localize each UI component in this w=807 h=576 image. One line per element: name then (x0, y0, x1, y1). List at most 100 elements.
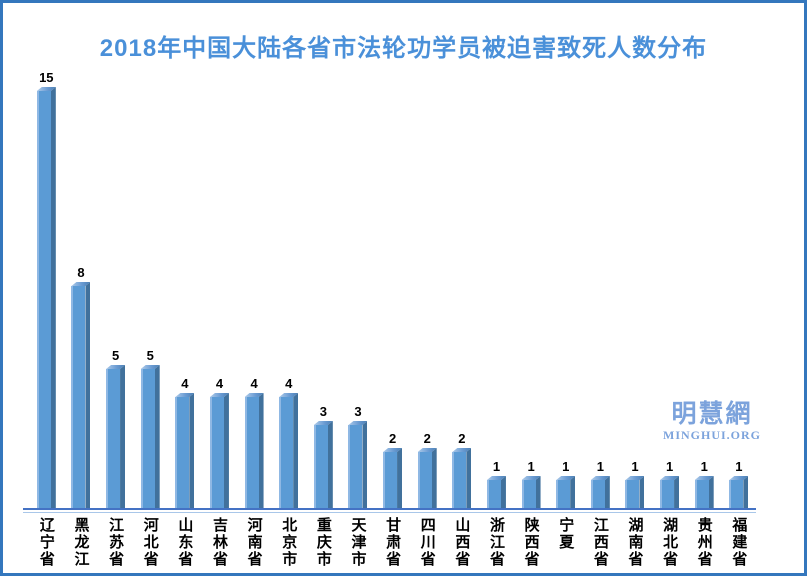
bar-side-face (120, 365, 126, 508)
bar-slot: 2 甘肃省 (375, 63, 410, 568)
bar-side-face (85, 282, 91, 508)
bar (313, 421, 333, 508)
x-axis-label: 山东省 (176, 517, 194, 568)
bar-front-face (209, 397, 224, 508)
bar-value-label: 2 (458, 431, 466, 446)
bar-value-label: 1 (735, 459, 743, 474)
bar-slot: 3 天津市 (341, 63, 376, 568)
x-axis-label: 重庆市 (314, 517, 332, 568)
bar-top-face (279, 393, 299, 397)
bar-value-label: 15 (39, 70, 54, 85)
x-axis-label: 河南省 (245, 517, 263, 568)
bar-slot: 1 陕西省 (514, 63, 549, 568)
bar-top-face (729, 476, 749, 480)
bar-top-face (71, 282, 91, 286)
minghui-watermark-cjk: 明慧網 (671, 400, 753, 428)
x-axis-label: 吉林省 (210, 517, 228, 568)
bar-slot: 4 吉林省 (202, 63, 237, 568)
bar-top-face (590, 476, 610, 480)
x-axis-label: 贵州省 (695, 517, 713, 568)
bar-top-face (694, 476, 714, 480)
bar-front-face (694, 480, 709, 508)
bar-side-face (154, 365, 160, 508)
bar-top-face (209, 393, 229, 397)
bar (452, 448, 472, 508)
bar-front-face (417, 452, 432, 508)
bar-front-face (71, 286, 86, 508)
x-axis-label: 宁夏 (557, 517, 575, 551)
bar (106, 365, 126, 508)
bar (625, 476, 645, 508)
bar-slot: 1 江西省 (583, 63, 618, 568)
bar-front-face (383, 452, 398, 508)
bar-value-label: 4 (181, 376, 189, 391)
bar-front-face (660, 480, 675, 508)
bar-value-label: 1 (700, 459, 708, 474)
bar-slot: 4 山东省 (168, 63, 203, 568)
bar-top-face (36, 87, 56, 91)
bar-value-label: 1 (665, 459, 674, 474)
bar (383, 448, 403, 508)
bar (71, 282, 91, 508)
x-axis-label: 甘肃省 (384, 517, 402, 568)
bar (729, 476, 749, 508)
bar-top-face (521, 476, 541, 480)
bar-slot: 8 黑龙江 (64, 63, 99, 568)
bar (590, 476, 610, 508)
bar-slot: 2 四川省 (410, 63, 445, 568)
bar (36, 87, 56, 508)
bar-slot: 5 江苏省 (98, 63, 133, 568)
bar-top-face (313, 421, 333, 425)
bar-slot: 1 贵州省 (687, 63, 722, 568)
x-axis-label: 四川省 (418, 517, 436, 568)
x-axis-label: 浙江省 (487, 517, 505, 568)
bar-side-face (708, 476, 714, 508)
bar-top-face (556, 476, 576, 480)
bar (140, 365, 160, 508)
bar-value-label: 1 (527, 459, 535, 474)
x-axis-label: 江苏省 (107, 517, 125, 568)
bar-side-face (50, 87, 56, 508)
bar-top-face (417, 448, 437, 452)
x-axis-label: 山西省 (453, 517, 471, 568)
bar-front-face (348, 425, 363, 508)
bar-value-label: 5 (146, 348, 154, 363)
bar-front-face (521, 480, 536, 508)
bar-slot: 1 湖南省 (618, 63, 653, 568)
bar-top-face (106, 365, 126, 369)
bar (244, 393, 264, 508)
bar-value-label: 2 (423, 431, 431, 446)
bar-slot: 5 河北省 (133, 63, 168, 568)
bar (556, 476, 576, 508)
bar-top-face (244, 393, 264, 397)
bar-side-face (639, 476, 645, 508)
bar-side-face (570, 476, 576, 508)
bar-top-face (175, 393, 195, 397)
bar-front-face (313, 425, 328, 508)
bar-top-face (348, 421, 368, 425)
bar-slot: 4 北京市 (271, 63, 306, 568)
bar-side-face (466, 448, 472, 508)
bar-value-label: 4 (285, 376, 293, 391)
bar-slot: 1 浙江省 (479, 63, 514, 568)
bar-side-face (535, 476, 541, 508)
bar-slot: 1 福建省 (722, 63, 757, 568)
bar-side-face (327, 421, 333, 508)
bar-side-face (223, 393, 229, 508)
bar (417, 448, 437, 508)
bar-front-face (175, 397, 190, 508)
bar-slot: 15 辽宁省 (29, 63, 64, 568)
bar-front-face (556, 480, 571, 508)
bar-side-face (189, 393, 195, 508)
bar-slot: 1 宁夏 (548, 63, 583, 551)
bar-front-face (140, 369, 155, 508)
bar-slot: 1 湖北省 (652, 63, 687, 568)
bar (660, 476, 680, 508)
bar-front-face (729, 480, 744, 508)
bar (279, 393, 299, 508)
bar-front-face (279, 397, 294, 508)
bar-value-label: 4 (215, 376, 224, 391)
x-axis-label: 河北省 (141, 517, 159, 568)
bar (521, 476, 541, 508)
